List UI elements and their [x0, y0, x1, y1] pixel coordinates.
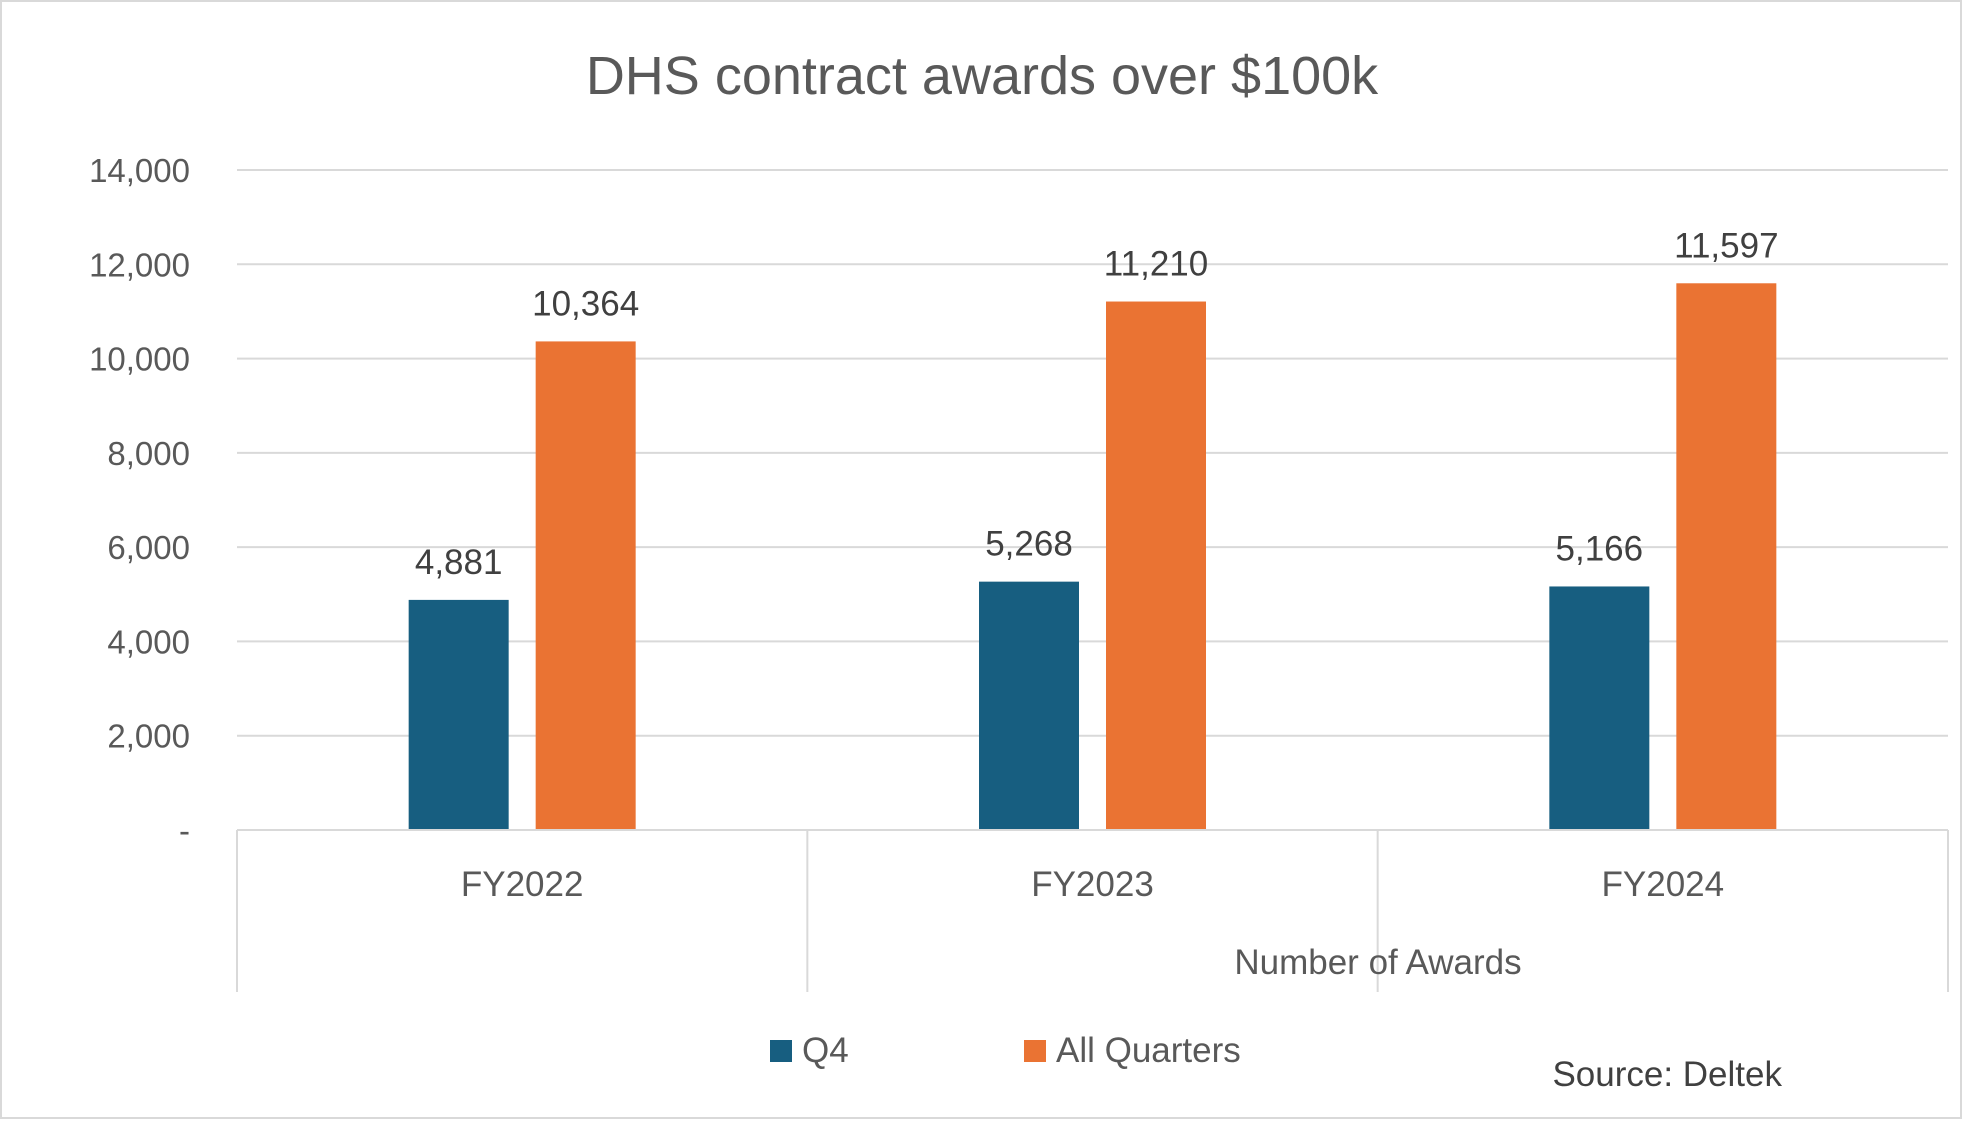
bar-q4-fy2024[interactable]	[1549, 586, 1650, 830]
y-tick-label: 2,000	[107, 718, 190, 755]
data-label: 11,597	[1674, 226, 1778, 265]
x-axis: FY2022 FY2023 FY2024	[236, 829, 1949, 992]
bar-all-quarters-fy2022[interactable]	[535, 341, 636, 830]
x-tick-label: FY2023	[1031, 865, 1154, 904]
legend-item-all-quarters[interactable]: All Quarters	[1024, 1031, 1241, 1070]
legend-item-q4[interactable]: Q4	[770, 1031, 849, 1070]
x-tick-label: FY2022	[461, 865, 584, 904]
y-tick-label: 4,000	[107, 623, 190, 660]
data-label: 11,210	[1104, 245, 1208, 284]
y-axis-ticks: - 2,000 4,000 6,000 8,000 10,000 12,000 14,000	[89, 152, 190, 849]
x-tick-label: FY2024	[1602, 865, 1725, 904]
y-tick-label: 12,000	[89, 246, 190, 283]
data-labels: 4,881 10,364 5,268 11,210 5,166 11,597	[415, 226, 1779, 582]
legend-swatch-all-quarters	[1024, 1040, 1046, 1062]
y-tick-label: 8,000	[107, 435, 190, 472]
data-label: 4,881	[415, 543, 503, 582]
y-tick-label: 10,000	[89, 341, 190, 378]
data-label: 10,364	[532, 284, 639, 323]
bar-q4-fy2022[interactable]	[408, 599, 509, 830]
source-note: Source: Deltek	[1552, 1055, 1782, 1094]
bar-all-quarters-fy2024[interactable]	[1676, 283, 1777, 830]
legend-label-q4: Q4	[802, 1031, 849, 1070]
bar-all-quarters-fy2023[interactable]	[1106, 301, 1206, 830]
chart-title: DHS contract awards over $100k	[586, 46, 1379, 106]
data-label: 5,268	[985, 525, 1073, 564]
x-axis-group-label: Number of Awards	[1234, 943, 1521, 982]
legend-label-all-quarters: All Quarters	[1056, 1031, 1241, 1070]
y-tick-label: 6,000	[107, 529, 190, 566]
bars	[408, 283, 1777, 830]
bar-q4-fy2023[interactable]	[979, 581, 1079, 830]
legend: Q4 All Quarters	[770, 1031, 1241, 1070]
data-label: 5,166	[1556, 529, 1644, 568]
y-tick-label: 14,000	[89, 152, 190, 189]
legend-swatch-q4	[770, 1040, 792, 1062]
gridlines	[237, 169, 1948, 737]
y-tick-label: -	[179, 812, 190, 849]
